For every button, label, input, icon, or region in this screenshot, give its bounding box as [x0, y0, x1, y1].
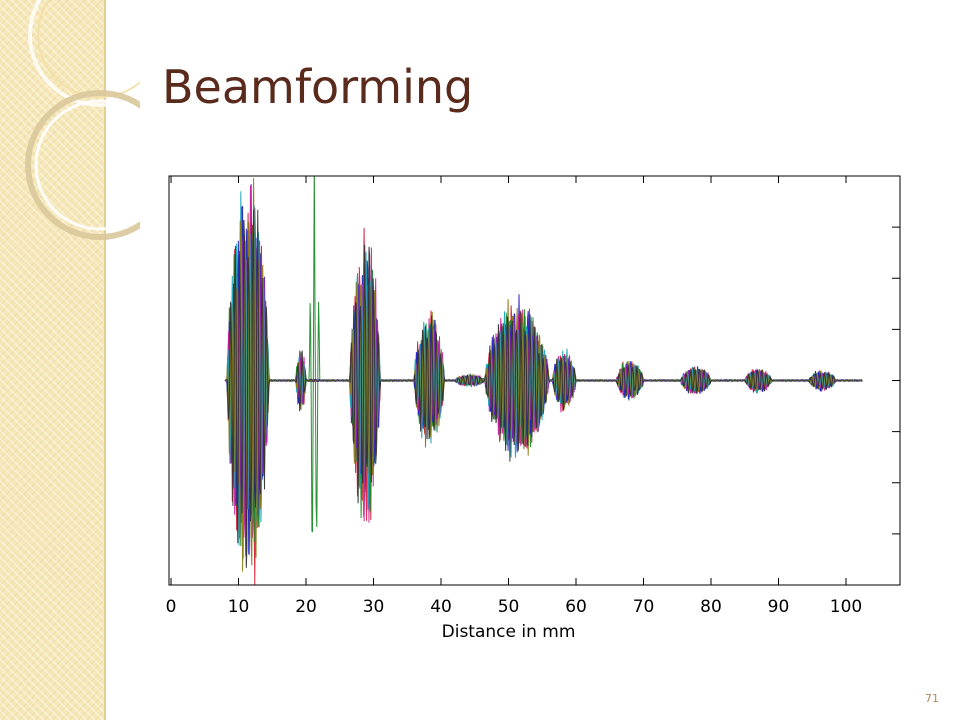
x-tick-label: 20 — [295, 597, 317, 617]
x-tick-label: 90 — [768, 597, 790, 617]
slide-number: 71 — [925, 692, 939, 705]
x-tick-label: 80 — [700, 597, 722, 617]
y-axis-ticks — [892, 226, 900, 535]
x-tick-label: 60 — [565, 597, 587, 617]
channel-trace — [224, 209, 863, 568]
x-tick-label: 70 — [633, 597, 655, 617]
waveform-chart: 0 10 20 30 40 50 60 70 80 90 100 Distance in mm — [166, 175, 901, 642]
x-tick-label: 0 — [166, 597, 177, 617]
x-tick-label: 40 — [430, 597, 452, 617]
x-tick-label: 50 — [498, 597, 520, 617]
x-tick-label: 100 — [830, 597, 862, 617]
x-axis-tick-labels: 0 10 20 30 40 50 60 70 80 90 100 — [166, 176, 862, 617]
x-tick-label: 10 — [228, 597, 250, 617]
decorative-rings — [25, 0, 140, 240]
x-axis-label: Distance in mm — [442, 622, 576, 642]
decorative-side-band — [0, 0, 106, 720]
x-tick-label: 30 — [363, 597, 385, 617]
waveform-traces — [224, 176, 863, 585]
slide-title: Beamforming — [162, 60, 474, 114]
